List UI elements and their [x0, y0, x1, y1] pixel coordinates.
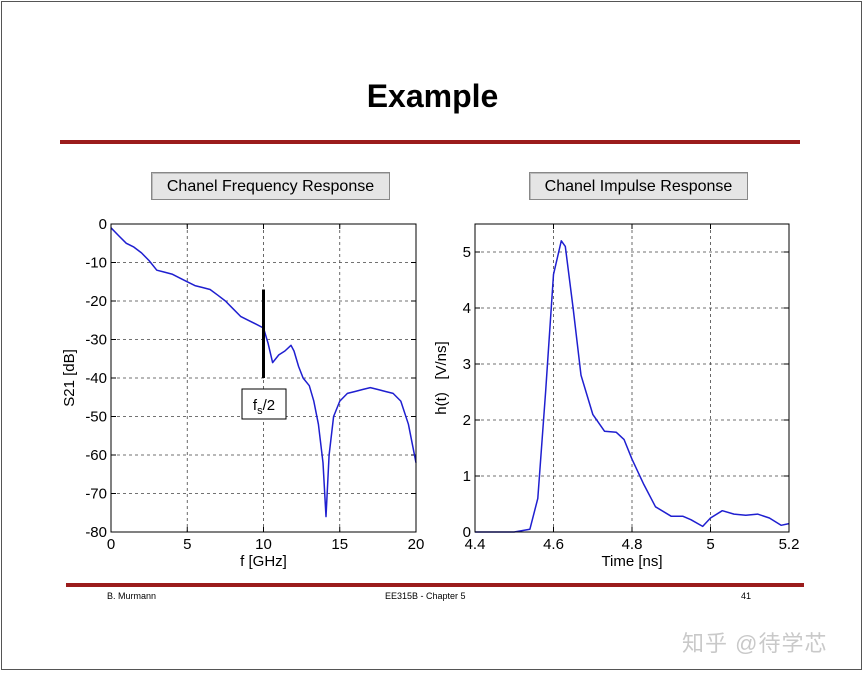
top-rule — [60, 140, 800, 144]
footer-chapter: EE315B - Chapter 5 — [385, 591, 466, 601]
chart-title-frequency: Chanel Frequency Response — [151, 172, 390, 200]
bottom-rule — [66, 583, 804, 587]
x-tick-label: 0 — [107, 536, 115, 553]
y-tick-label: 0 — [99, 216, 107, 233]
y-tick-label: -60 — [85, 447, 107, 464]
y-tick-label: -10 — [85, 255, 107, 272]
watermark-text: 知乎 @待学芯 — [682, 631, 828, 656]
y-tick-label: -40 — [85, 370, 107, 387]
axes-frame — [110, 223, 417, 533]
footer-author: B. Murmann — [107, 591, 157, 601]
x-tick-label: 20 — [408, 536, 425, 553]
x-tick-label: 5 — [183, 536, 191, 553]
series-line-0 — [110, 227, 417, 518]
y-tick-label: -20 — [85, 293, 107, 310]
annotation-box — [241, 388, 287, 420]
slide-title: Example — [366, 78, 499, 114]
chart-title-impulse: Chanel Impulse Response — [529, 172, 748, 200]
x-tick-label: 10 — [255, 536, 272, 553]
x-tick-label: 15 — [331, 536, 348, 553]
y-tick-label: -70 — [85, 486, 107, 503]
y-tick-label: -30 — [85, 332, 107, 349]
y-tick-label: -80 — [85, 524, 107, 541]
y-tick-label: -50 — [85, 409, 107, 426]
annotation-label: fs/2 — [253, 397, 275, 417]
y-axis-label: S21 [dB] — [61, 349, 78, 407]
footer-page-number: 41 — [741, 591, 752, 601]
x-axis-label: f [GHz] — [240, 553, 287, 570]
